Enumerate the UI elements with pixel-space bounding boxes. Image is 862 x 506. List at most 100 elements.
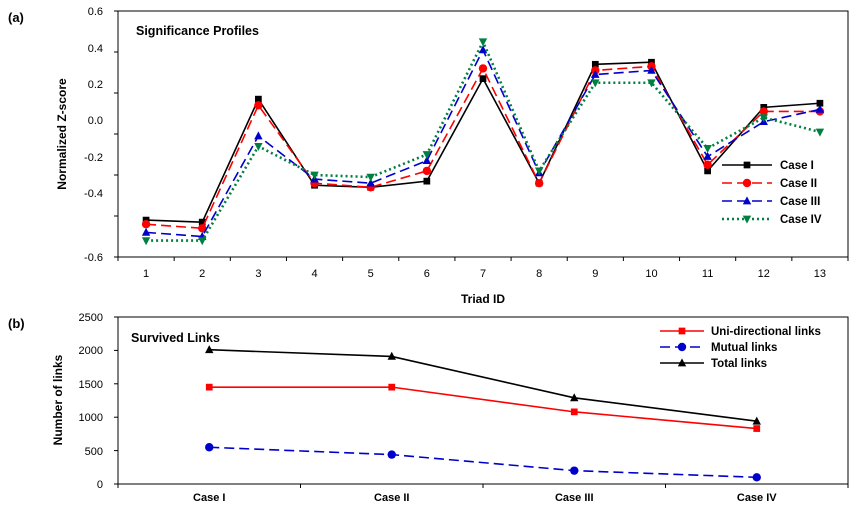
panel-a-x-tick-label: 11 [702,268,713,280]
panel-b-legend-marker [677,358,687,367]
panel-b-x-tick-labels: Case I Case II Case III Case IV [193,492,777,504]
panel-a-data-point [422,156,432,165]
panel-a-y-axis-title: Normalized Z-score [55,78,69,190]
panel-a-data-point [759,107,768,116]
panel-a-data-point [254,101,263,110]
panel-b-y-tick-label: 1500 [79,379,103,391]
panel-a-legend-label: Case I [780,160,814,172]
panel-a-data-point [479,75,487,83]
panel-a-x-tick-label: 1 [143,268,149,280]
panel-b-legend: Uni-directional links Mutual links Total l… [660,326,821,370]
panel-b-y-ticks: 2500 2000 1500 1000 500 0 [79,312,103,491]
panel-a-x-tick-label: 9 [592,268,598,280]
panel-a-title: Significance Profiles [136,24,259,38]
panel-a-x-tick-label: 12 [758,268,770,280]
panel-a-legend-item: Case I [722,160,814,172]
panel-a-legend-label: Case IV [780,214,822,226]
panel-b-x-tick-label: Case I [193,492,225,504]
panel-a-data-point [310,171,319,180]
panel-b-data-point [570,466,579,475]
panel-b-x-tick-label: Case II [374,492,409,504]
panel-a-data-point [366,173,375,182]
panel-a-data-point [141,237,151,246]
panel-b-data-point [752,473,761,482]
panel-a-legend-marker [743,161,751,169]
panel-b-series [205,345,761,482]
panel-a-data-point [198,224,207,233]
panel-a-data-point [815,104,825,113]
panel-a-series-1 [142,58,824,226]
panel-a-y-tick-label: -0.4 [84,188,103,200]
panel-a-x-tick-label: 7 [480,268,486,280]
panel-b-label: (b) [8,316,25,331]
panel-a-data-point [255,95,262,103]
panel-a-data-point [366,178,375,187]
panel-a-legend-marker [742,178,752,188]
panel-b-series-3 [205,345,761,425]
panel-a-x-tick-label: 5 [368,268,374,280]
panel-a-data-point [647,65,656,74]
panel-b-series-2 [205,443,761,482]
panel-a-data-point [534,167,544,176]
panel-b-y-tick-label: 1000 [79,412,103,424]
panel-a-x-tick-label: 2 [199,268,205,280]
panel-a-series-line [146,61,820,223]
panel-a-data-point [703,144,712,153]
panel-a-series-3 [141,45,825,240]
panel-a-data-point [534,179,544,188]
panel-b-y-tick-label: 0 [97,479,103,491]
panel-a-data-point [591,79,600,88]
panel-b-data-point [387,450,396,459]
panel-a-data-point [815,128,825,137]
panel-b-legend-label: Mutual links [711,342,777,354]
panel-a-data-point [422,151,432,160]
panel-a-data-point [591,60,599,68]
panel-a-x-tick-label: 10 [645,268,657,280]
panel-a-y-tick-label: -0.2 [84,152,103,164]
panel-a-legend: Case I Case II Case III Case IV [722,160,822,226]
panel-b-data-point [570,408,578,416]
panel-b-legend-item: Uni-directional links [660,326,821,338]
panel-a-legend-marker [742,196,752,205]
panel-a-series-4 [141,38,825,246]
panel-a-y-tick-label: -0.6 [84,252,103,264]
panel-b-x-tick-label: Case IV [737,492,777,504]
panel-a-x-tick-label: 6 [424,268,430,280]
panel-a-x-axis-title: Triad ID [461,292,505,306]
panel-b-series-line [209,348,757,423]
panel-a-data-point [198,237,207,246]
panel-a-data-point [254,131,263,140]
panel-b-data-point [753,425,761,432]
panel-a-series-line [146,65,820,230]
panel-a-x-tick-label: 3 [255,268,261,280]
panel-b-legend-marker [678,327,686,335]
panel-a-data-point [423,177,431,185]
panel-a-x-tick-label: 8 [536,268,542,280]
panel-a-y-tick-label: 0.4 [88,43,103,55]
panel-a-data-point [141,220,151,229]
panel-b-data-point [205,443,214,452]
panel-b-legend-label: Total links [711,358,767,370]
panel-b-data-point [387,351,396,360]
panel-b-y-tick-label: 500 [85,446,103,458]
panel-b: (b) Survived Links Number of links 2500 … [8,312,849,504]
panel-a-x-tick-labels: 1 2 3 4 5 6 7 8 9 10 11 12 13 [143,268,826,280]
panel-b-legend-marker [677,342,687,352]
panel-b-legend-item: Mutual links [660,342,777,354]
panel-a-data-point [703,151,712,160]
panel-a-y-ticks: 0.6 0.4 0.2 0.0 -0.2 -0.4 -0.6 [84,6,103,264]
panel-a-legend-item: Case IV [722,214,822,226]
panel-b-data-point [570,393,579,402]
panel-a-axis-ticks [114,10,849,261]
panel-a-x-tick-label: 13 [814,268,826,280]
panel-b-data-point [388,383,396,391]
panel-a: (a) Significance Profiles Normalized Z-s… [8,6,849,306]
panel-b-title: Survived Links [131,331,220,345]
panel-a-data-point [254,142,263,151]
panel-b-y-tick-label: 2500 [79,312,103,324]
panel-a-data-point [703,160,712,169]
panel-b-series-line [209,446,757,479]
panel-a-data-point [647,79,656,88]
panel-b-data-point [752,416,761,425]
